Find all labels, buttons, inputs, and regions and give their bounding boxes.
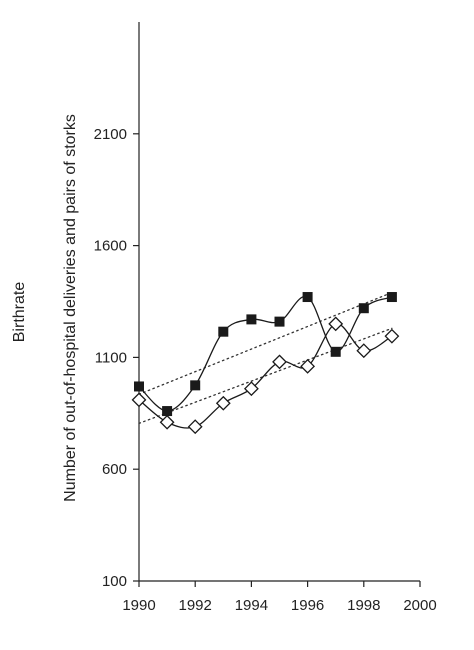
series-1-point <box>134 381 144 392</box>
series-1-point <box>358 303 369 314</box>
x-tick-label: 1990 <box>122 597 155 614</box>
trendline <box>138 291 393 395</box>
x-tick-label: 2000 <box>403 597 436 614</box>
x-tick-label: 1996 <box>291 597 324 614</box>
series-1-point <box>302 292 313 303</box>
y-ticks: 100 600 1100 1600 2100 <box>94 126 139 590</box>
series-1-line <box>138 295 393 412</box>
series-2-point <box>384 328 400 344</box>
series-2-point <box>215 395 231 411</box>
x-tick-label: 1998 <box>347 597 380 614</box>
y-axis-title-inner: Number of out-of-hospital deliveries and… <box>62 114 79 502</box>
series-1-point <box>274 316 285 327</box>
series-2-point <box>328 316 344 332</box>
y-tick-label: 600 <box>102 461 127 478</box>
series-1-point <box>386 292 397 303</box>
y-tick-label: 1100 <box>95 349 127 366</box>
y-tick-label: 2100 <box>94 126 127 143</box>
series-1-point <box>218 326 229 337</box>
x-tick-label: 1994 <box>235 597 268 614</box>
series-1-point <box>330 346 341 357</box>
x-tick-label: 1992 <box>179 597 212 614</box>
trendline <box>138 327 393 425</box>
trendlines <box>138 291 393 425</box>
series-1-point <box>246 314 257 325</box>
series-2-point <box>300 358 316 374</box>
y-axis-title-outer: Birthrate <box>11 282 28 343</box>
series-2-point <box>131 392 147 408</box>
series-2-line <box>138 323 393 429</box>
series-group <box>131 292 400 435</box>
y-tick-label: 1600 <box>94 238 127 255</box>
series-2-point <box>243 381 259 397</box>
y-tick-label: 100 <box>102 573 127 590</box>
series-2-point <box>272 354 287 370</box>
series-2-point <box>159 414 175 430</box>
series-2-point <box>187 419 203 435</box>
plot-area: 100 600 1100 1600 2100 1990 1992 1994 1996 1998 2… <box>94 22 437 614</box>
series-2-point <box>356 343 372 359</box>
series-1-point <box>190 380 201 391</box>
x-ticks: 1990 1992 1994 1996 1998 2000 <box>122 581 437 614</box>
series-1-point <box>162 406 173 417</box>
